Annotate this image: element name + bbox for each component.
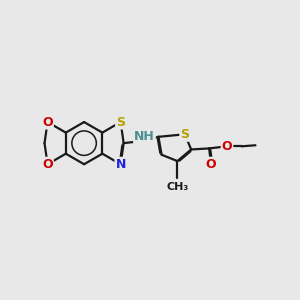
Text: NH: NH: [134, 130, 155, 143]
Text: O: O: [222, 140, 232, 153]
Text: S: S: [116, 116, 125, 129]
Text: N: N: [116, 158, 126, 171]
Text: CH₃: CH₃: [166, 182, 189, 192]
Text: S: S: [180, 128, 189, 141]
Text: O: O: [42, 116, 53, 129]
Text: O: O: [206, 158, 217, 171]
Text: O: O: [42, 158, 53, 171]
